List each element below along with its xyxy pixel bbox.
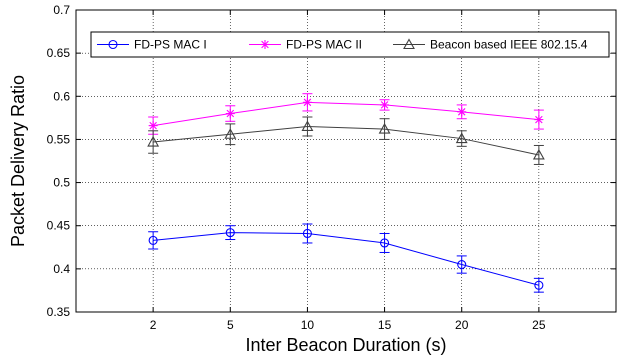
data-point (457, 259, 467, 270)
data-point (380, 238, 390, 248)
series-3 (147, 116, 545, 165)
legend-marker (260, 40, 270, 49)
data-point (148, 235, 158, 245)
star-stroke (303, 98, 312, 107)
legend-label: FD-PS MAC I (134, 38, 207, 52)
series-line (153, 232, 539, 286)
error-bar (148, 231, 159, 250)
data-point (534, 115, 544, 125)
y-tick-label: 0.5 (53, 176, 70, 190)
series (147, 93, 545, 293)
y-tick-label: 0.7 (53, 3, 70, 17)
data-point (457, 107, 467, 117)
x-tick-label: 20 (455, 318, 469, 332)
data-point (534, 280, 544, 290)
data-point (301, 120, 314, 132)
error-bar (225, 225, 236, 241)
star-stroke (380, 101, 389, 109)
y-tick-label: 0.65 (47, 46, 71, 60)
data-point (378, 122, 391, 134)
data-point (224, 128, 237, 139)
data-point (302, 97, 312, 107)
y-tick-label: 0.6 (53, 89, 70, 103)
legend-entry: FD-PS MAC I (97, 38, 207, 52)
star-stroke (149, 121, 157, 130)
y-tick-label: 0.45 (47, 219, 71, 233)
x-tick-label: 2 (150, 318, 157, 332)
y-tick-label: 0.35 (47, 305, 71, 319)
star-stroke (226, 109, 235, 118)
error-bar (533, 277, 544, 293)
y-axis-title: Packet Delivery Ratio (8, 75, 28, 247)
error-bar (225, 123, 236, 146)
y-tick-label: 0.55 (47, 132, 71, 146)
error-bar (456, 255, 467, 274)
legend-entry: FD-PS MAC II (249, 38, 362, 52)
legend-marker (108, 39, 118, 50)
error-bar (302, 116, 313, 137)
error-bar (302, 223, 313, 244)
star-stroke (261, 40, 269, 49)
legend: FD-PS MAC I FD-PS MAC II Beacon based IEEE… (90, 31, 610, 58)
star-stroke (457, 108, 466, 116)
star-stroke (535, 115, 543, 124)
data-point (380, 100, 390, 110)
data-point (225, 109, 235, 119)
error-bar (533, 144, 544, 165)
error-bar (148, 130, 159, 154)
legend-label: Beacon based IEEE 802.15.4 (430, 38, 588, 52)
axes: 0.350.40.450.50.550.60.650.72 5 10 15 20 25 (47, 3, 616, 332)
legend-marker (403, 38, 415, 50)
y-tick-label: 0.4 (53, 262, 70, 276)
error-bar (379, 232, 390, 253)
series-2 (148, 93, 544, 135)
legend-entry: Beacon based IEEE 802.15.4 (393, 38, 588, 52)
data-point (225, 228, 235, 238)
data-point (147, 135, 160, 147)
x-tick-label: 5 (227, 318, 234, 332)
series-1 (148, 223, 544, 293)
x-tick-label: 15 (378, 318, 392, 332)
error-bar (379, 118, 390, 140)
legend-label: FD-PS MAC II (286, 38, 362, 52)
data-point (455, 132, 468, 144)
data-point (302, 228, 312, 239)
data-point (148, 121, 158, 131)
legend-box (90, 31, 610, 58)
plot-area-frame (75, 9, 617, 313)
series-line (153, 125, 539, 156)
series-line (153, 101, 539, 127)
x-tick-label: 10 (301, 318, 315, 332)
x-tick-label: 25 (532, 318, 546, 332)
x-axis-title: Inter Beacon Duration (s) (245, 335, 446, 355)
data-point (532, 148, 545, 160)
